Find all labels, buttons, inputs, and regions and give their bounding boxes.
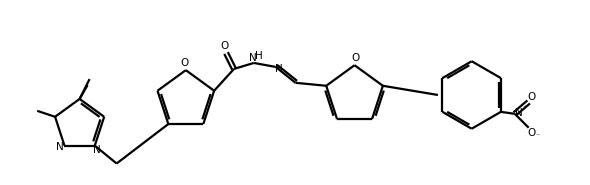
Text: O: O bbox=[527, 92, 536, 102]
Text: O: O bbox=[352, 53, 360, 63]
Text: N: N bbox=[93, 145, 101, 155]
Text: O: O bbox=[181, 58, 189, 68]
Text: O: O bbox=[220, 41, 228, 51]
Text: N: N bbox=[515, 108, 523, 118]
Text: H: H bbox=[255, 51, 263, 61]
Text: ⁺: ⁺ bbox=[523, 104, 527, 113]
Text: O: O bbox=[527, 128, 536, 138]
Text: N: N bbox=[249, 53, 257, 63]
Text: N: N bbox=[55, 142, 63, 152]
Text: N: N bbox=[275, 64, 283, 74]
Text: ⁻: ⁻ bbox=[535, 131, 540, 140]
